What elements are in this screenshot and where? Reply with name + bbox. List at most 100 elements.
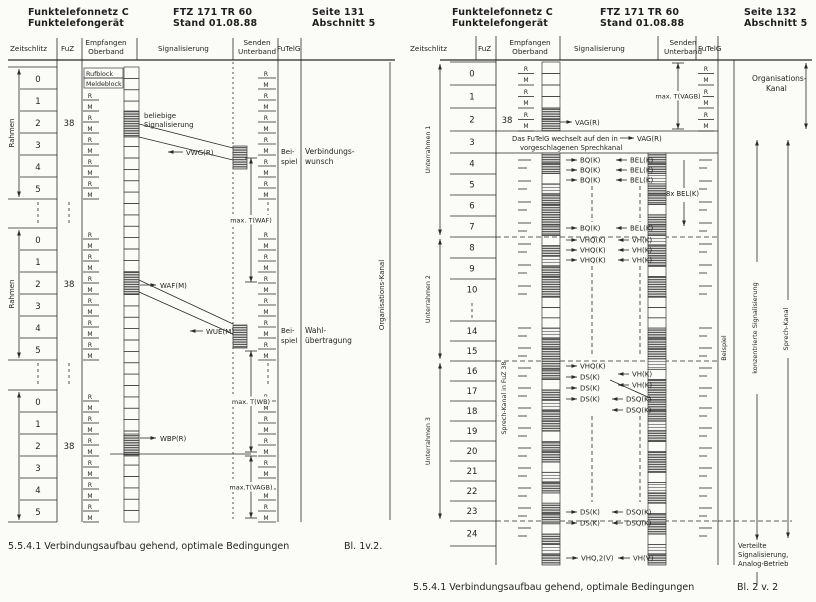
group-label-rahmen: Rahmen [8,280,16,309]
unterrahmen-span-arrow [438,353,442,359]
caption: 5.5.4.1 Verbindungsaufbau gehend, optima… [8,541,290,552]
dim-orgkanal [804,63,808,69]
fuz-number: 38 [502,116,513,126]
timer-tvagb [676,63,680,69]
slot-number: 0 [35,398,40,408]
rm-letter: M [263,471,268,478]
arrow-vhv [618,556,624,560]
slot-number: 2 [35,280,40,290]
arrow-vhq [571,364,577,368]
label-sprechkanal: Sprech-Kanal [782,307,790,350]
row-number: 24 [467,530,478,540]
rm-letter: M [703,123,708,130]
signal-strip-cell [541,327,561,339]
bracket-8x-arrow [682,220,686,226]
label-bq: BQ(K) [580,177,601,185]
signal-strip-cell [123,362,140,375]
slot-number: 3 [35,302,40,312]
timer-twaf [249,158,253,164]
signal-strip-cell [541,533,561,545]
rm-letter: M [87,405,92,412]
rm-letter: M [263,287,268,294]
fuz-number: 38 [64,442,75,452]
note-beispiel: Bei- [281,327,295,335]
signal-strip-cell [123,191,140,204]
timer-twaf-bg [228,215,274,225]
label-bq: BQ(K) [580,225,601,233]
arrow-vhq [571,248,577,252]
block-vwg [232,145,248,170]
rm-letter: R [704,66,708,73]
group-span-arrow [17,69,21,75]
rm-letter: M [87,471,92,478]
arrow-bq [571,168,577,172]
arrow-vhq [571,258,577,262]
rm-letter: R [88,438,92,445]
timer-twb: max. T(WB) [232,398,270,406]
arrow-bel [616,226,622,230]
arrow-dsq [612,397,618,401]
arrow-bel [616,158,622,162]
rm-letter: R [88,504,92,511]
signal-strip-cell [123,78,140,91]
signal-strip-cell [647,183,667,195]
meldeblock-box [83,77,124,89]
arrow-vh [618,248,624,252]
signal-strip-cell [541,84,561,97]
signal-strip-cell [541,204,561,216]
signal-strip-cell [123,66,140,79]
label-organisationskanal: Organisations- [752,74,807,83]
rm-letter: R [264,342,268,349]
rm-letter: R [264,504,268,511]
rm-letter: R [264,416,268,423]
label-vhq2: VHQ,2(V) [581,555,614,563]
signal-strip-cell [123,464,140,477]
group-label-rahmen: Rahmen [8,119,16,148]
group-span-arrow [17,514,21,520]
rm-letter: R [88,416,92,423]
label-vh: VH(K) [632,247,652,255]
signal-strip-cell [541,193,561,205]
rm-letter: R [264,115,268,122]
rm-letter: R [88,137,92,144]
col-signalisierung: Signalisierung [158,44,209,53]
doc-standard: FTZ 171 TR 60 Stand 01.08.88 [173,7,258,29]
arrow-vh [618,258,624,262]
label-sprechkanal-fuz38: Sprech-Kanal in FuZ 38 [501,362,508,435]
block-wue [232,324,248,349]
doc-page: Seite 132 Abschnitt 5 [744,7,808,29]
signal-strip-cell [647,471,667,483]
signal-strip-cell [541,73,561,86]
row-number: 3 [469,138,474,148]
signal-strip-cell [541,389,561,401]
signal-strip-cell [647,420,667,432]
dim-konzentrierte [755,534,759,540]
timer-tvagb [249,456,253,462]
rm-letter: M [87,515,92,522]
slot-number: 2 [35,442,40,452]
rm-letter: R [264,460,268,467]
arrow-ds [571,510,577,514]
rm-letter: R [88,254,92,261]
slot-number: 4 [35,324,40,334]
signal-strip-cell [541,183,561,195]
signal-strip-cell [123,248,140,261]
arrow-dsq [612,510,618,514]
signal-strip-cell [123,407,140,420]
signal-strip-cell [647,441,667,453]
slot-number: 3 [35,141,40,151]
col-zeitschlitz: Zeitschlitz [410,44,447,53]
signal-strip-cell [541,96,561,109]
slot-number: 5 [35,346,40,356]
arrow-wbp [150,436,156,440]
label-unterrahmen: Unterrahmen 2 [425,275,432,323]
signal-strip-cell [647,533,667,545]
diagonal-line [138,291,234,335]
signal-strip-cell [541,152,561,164]
dim-orgkanal [804,123,808,129]
note-beispiel: Bei- [281,148,295,156]
signal-strip-cell [123,498,140,511]
slot-number: 1 [35,420,40,430]
signal-strip-cell [541,420,561,432]
signal-strip-cell [123,328,140,341]
